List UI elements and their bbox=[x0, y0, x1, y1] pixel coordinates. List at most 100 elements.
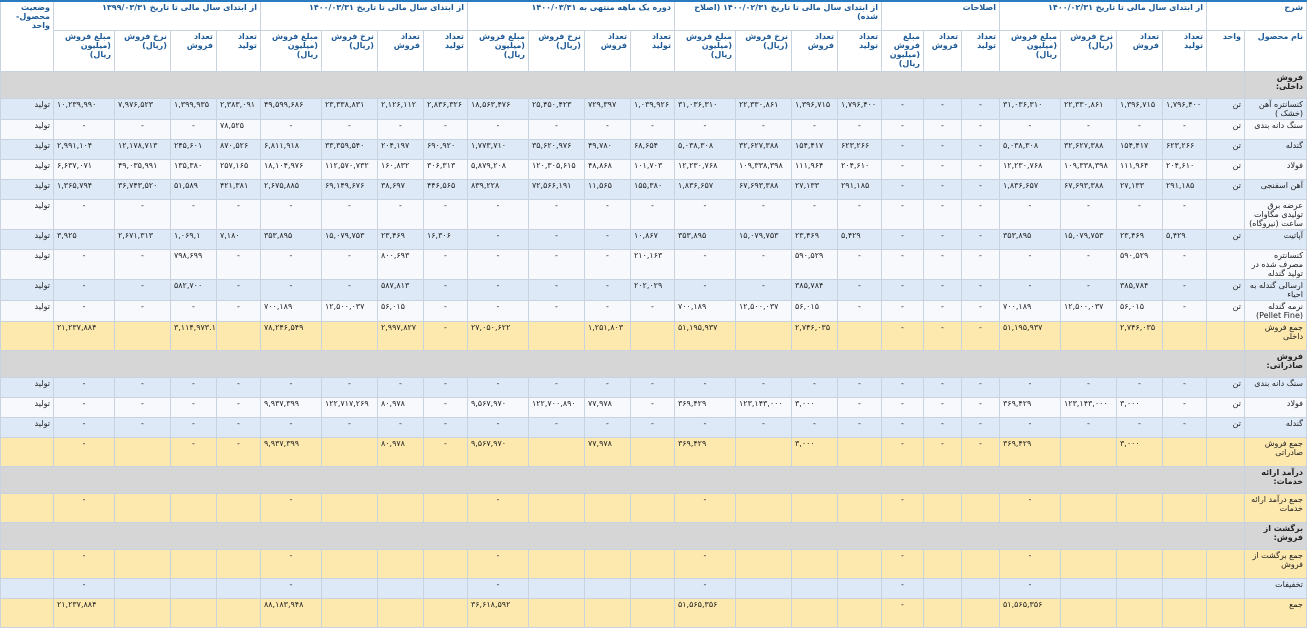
cell: - bbox=[960, 139, 1000, 160]
cell: - bbox=[169, 300, 217, 322]
cell: ۱,۲۵۱,۸۰۳ bbox=[583, 321, 631, 351]
column-header: نام محصول bbox=[1244, 30, 1307, 72]
cell bbox=[1115, 598, 1163, 628]
cell: ۳۰۶,۳۱۳ bbox=[422, 159, 468, 180]
cell: ۸۰۰,۶۹۳ bbox=[376, 249, 424, 280]
section-label: درآمد ارائه خدمات: bbox=[1244, 466, 1307, 494]
cell: - bbox=[320, 279, 378, 301]
cell: - bbox=[673, 199, 736, 230]
header-row: شرح از ابتدای سال مالی تا تاریخ ۱۴۰۰/۰۲/۳… bbox=[0, 0, 1307, 72]
cell: - bbox=[113, 249, 171, 280]
cell bbox=[1059, 598, 1117, 628]
cell: - bbox=[673, 549, 736, 579]
cell: - bbox=[169, 417, 217, 438]
cell bbox=[1059, 549, 1117, 579]
cell: تولید bbox=[0, 159, 54, 180]
cell bbox=[422, 493, 468, 523]
cell bbox=[215, 321, 261, 351]
cell bbox=[0, 549, 54, 579]
cell: ۲,۷۴۶,۰۳۵ bbox=[1115, 321, 1163, 351]
group-header: از ابتدای سال مالی تا تاریخ ۱۴۰۰/۰۲/۳۱ (… bbox=[673, 0, 882, 31]
cell: - bbox=[734, 199, 792, 230]
cell: - bbox=[466, 249, 529, 280]
cell: - bbox=[376, 417, 424, 438]
cell: - bbox=[320, 119, 378, 140]
cell: - bbox=[836, 119, 882, 140]
cell: تولید bbox=[0, 119, 54, 140]
cell: - bbox=[673, 578, 736, 599]
cell: - bbox=[583, 199, 631, 230]
table-row: جمع ۵۱,۵۶۵,۳۵۶ - ۵۱,۵۶۵,۳۵۶ ۳۶,۶۱۸,۵۹۲ ۸۸,۱۸۳… bbox=[0, 598, 1307, 628]
cell: - bbox=[422, 321, 468, 351]
cell: ۲۹۱,۱۸۵ bbox=[1161, 179, 1207, 200]
table-row: آپاتیت تن ۵,۴۲۹ ۲۳,۴۶۹ ۱۵,۰۷۹,۷۵۳ ۳۵۳,۸۹۵- - -۵… bbox=[0, 229, 1307, 250]
cell: - bbox=[52, 578, 115, 599]
cell: - bbox=[922, 300, 962, 322]
cell: ۲۰۴,۶۱۰ bbox=[1161, 159, 1207, 180]
cell: ۱,۳۹۹,۹۳۵ bbox=[169, 98, 217, 120]
cell: - bbox=[998, 279, 1061, 301]
cell bbox=[960, 549, 1000, 579]
cell: - bbox=[836, 199, 882, 230]
cell: - bbox=[376, 377, 424, 398]
cell: - bbox=[922, 179, 962, 200]
cell: ۵۹۰,۵۲۹ bbox=[790, 249, 838, 280]
cell bbox=[320, 578, 378, 599]
section-fill bbox=[0, 522, 1246, 550]
cell: ۵,۴۲۹ bbox=[836, 229, 882, 250]
cell: تولید bbox=[0, 98, 54, 120]
cell: تولید bbox=[0, 377, 54, 398]
cell: ۲۷,۱۳۳ bbox=[1115, 179, 1163, 200]
cell: - bbox=[673, 377, 736, 398]
cell: - bbox=[998, 549, 1061, 579]
table-row: فروش صادراتی: bbox=[0, 350, 1307, 378]
cell: - bbox=[376, 119, 424, 140]
cell: - bbox=[673, 279, 736, 301]
cell: - bbox=[259, 279, 322, 301]
cell: - bbox=[1161, 377, 1207, 398]
cell: ۷۰۰,۱۸۹ bbox=[673, 300, 736, 322]
column-header: مبلغ فروش (میلیون ریال) bbox=[259, 30, 322, 72]
cell: ۴۹,۷۸۰ bbox=[583, 139, 631, 160]
cell: - bbox=[836, 397, 882, 418]
group-header: وضعیت محصول-واحد bbox=[0, 0, 54, 72]
cell bbox=[1161, 437, 1207, 467]
cell: ۶۷,۶۹۳,۳۸۸ bbox=[734, 179, 792, 200]
cell bbox=[836, 549, 882, 579]
cell bbox=[376, 578, 424, 599]
cell: - bbox=[259, 377, 322, 398]
table-row: جمع درآمد ارائه خدمات - - - - - - bbox=[0, 493, 1307, 523]
cell: ۵,۴۲۹ bbox=[1161, 229, 1207, 250]
column-header: تعداد تولید bbox=[215, 30, 261, 72]
cell: ۱۱۲,۵۷۰,۷۳۲ bbox=[320, 159, 378, 180]
cell bbox=[1161, 578, 1207, 599]
cell: ۷۰۰,۱۸۹ bbox=[998, 300, 1061, 322]
cell: تولید bbox=[0, 300, 54, 322]
cell: ۳۱,۰۳۶,۳۱۰ bbox=[998, 98, 1061, 120]
cell: - bbox=[215, 249, 261, 280]
cell: - bbox=[113, 397, 171, 418]
cell: ۲۵,۴۵۰,۴۲۳ bbox=[527, 98, 585, 120]
cell: ۱۰,۸۶۷ bbox=[629, 229, 675, 250]
cell: ۴۹,۵۹۹,۶۸۶ bbox=[259, 98, 322, 120]
cell: - bbox=[880, 437, 924, 467]
cell bbox=[734, 437, 792, 467]
cell: ۱,۷۷۳,۷۱۰ bbox=[466, 139, 529, 160]
table-row: تخفیفات - - - - - - bbox=[0, 578, 1307, 599]
cell: ۳۵۳,۸۹۵ bbox=[673, 229, 736, 250]
cell: - bbox=[880, 279, 924, 301]
cell: ۱,۸۳۶,۶۵۷ bbox=[998, 179, 1061, 200]
cell bbox=[320, 437, 378, 467]
row-label: جمع فروش داخلی bbox=[1244, 321, 1307, 351]
cell: ۱۶۰,۸۳۲ bbox=[376, 159, 424, 180]
cell: ۳۶۹,۴۲۹ bbox=[998, 437, 1061, 467]
cell: ۳۲,۶۲۷,۳۸۸ bbox=[734, 139, 792, 160]
table-row: جمع برگشت از فروش - - - - - - bbox=[0, 549, 1307, 579]
cell: ۷۰۰,۱۸۹ bbox=[259, 300, 322, 322]
cell: ۶۲۳,۲۶۶ bbox=[1161, 139, 1207, 160]
cell: - bbox=[215, 437, 261, 467]
row-label: گندله bbox=[1244, 139, 1307, 160]
column-header: مبلغ فروش (میلیون ریال) bbox=[998, 30, 1061, 72]
row-label: فولاد bbox=[1244, 159, 1307, 180]
cell: - bbox=[466, 578, 529, 599]
